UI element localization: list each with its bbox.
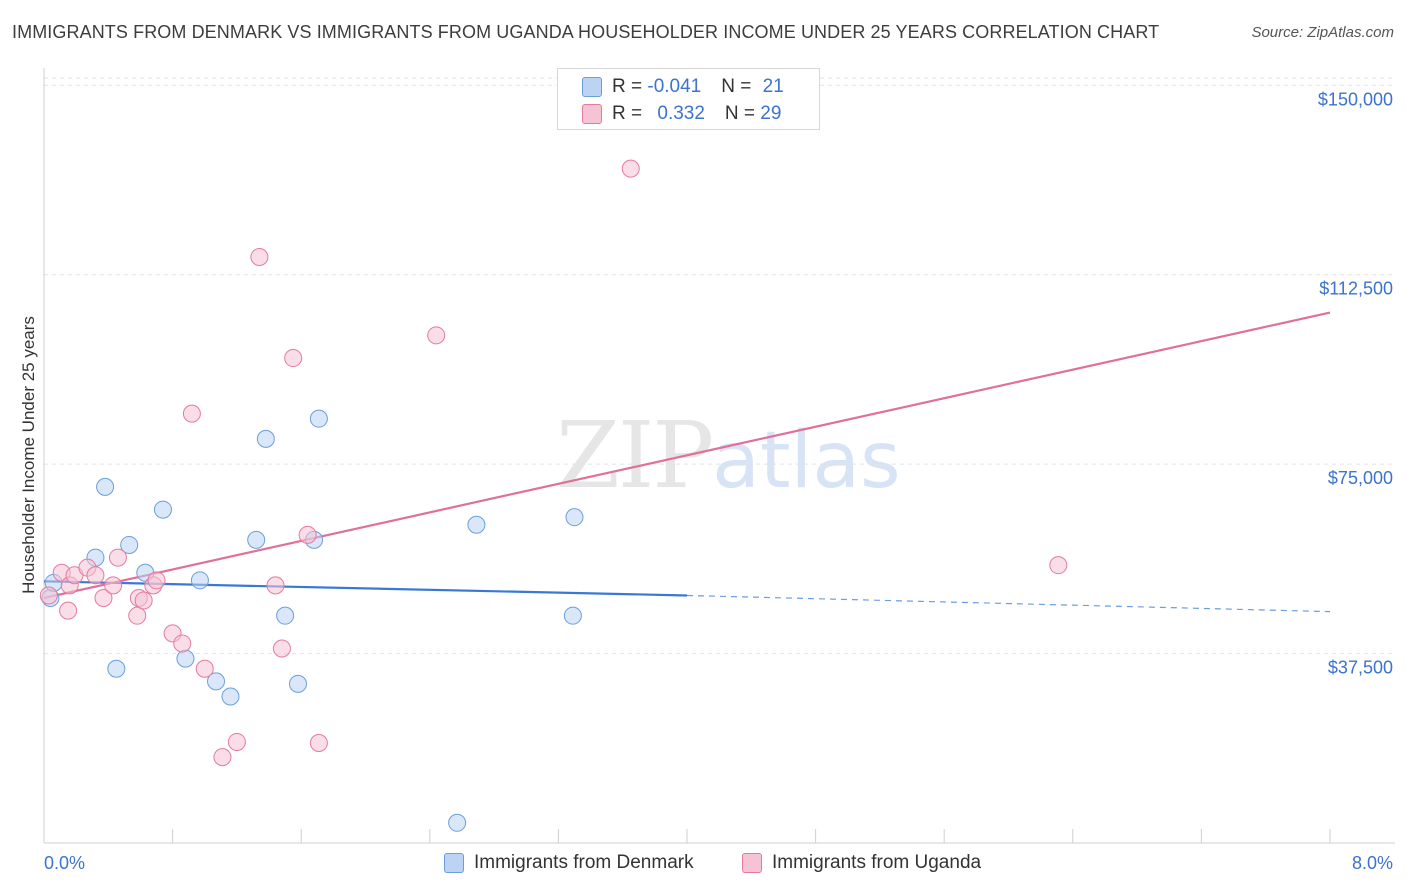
denmark-n-label: N =	[721, 76, 757, 97]
denmark-point	[309, 409, 328, 428]
axes	[43, 68, 1395, 844]
denmark-point	[276, 606, 295, 625]
denmark-point	[153, 500, 172, 519]
y-tick-label: $150,000	[1318, 89, 1393, 109]
chart-title: IMMIGRANTS FROM DENMARK VS IMMIGRANTS FR…	[12, 22, 1160, 42]
bottom-denmark-label: Immigrants from Denmark	[474, 852, 694, 873]
bottom-denmark-swatch	[444, 852, 464, 873]
bottom-legend-denmark: Immigrants from Denmark	[444, 852, 694, 874]
denmark-point	[247, 530, 266, 549]
denmark-point	[107, 659, 126, 678]
uganda-point	[621, 159, 640, 178]
uganda-point	[94, 588, 113, 607]
denmark-point	[176, 649, 195, 668]
uganda-point	[213, 748, 232, 767]
x-tick-label-min: 0.0%	[44, 853, 85, 873]
bottom-uganda-swatch	[742, 852, 762, 873]
uganda-point	[298, 525, 317, 544]
uganda-point	[39, 586, 58, 605]
correlation-legend: R = -0.041 N = 21 R = 0.332 N = 29	[557, 68, 820, 130]
uganda-point	[427, 326, 446, 345]
uganda-point	[173, 634, 192, 653]
bottom-legend-uganda: Immigrants from Uganda	[742, 852, 981, 874]
uganda-swatch	[582, 103, 602, 124]
watermark-atlas: atlas	[712, 416, 901, 506]
uganda-n-value: 29	[760, 103, 782, 124]
grid	[44, 77, 1395, 655]
data-points	[39, 159, 1068, 832]
denmark-swatch	[582, 76, 602, 97]
uganda-point	[1049, 556, 1068, 575]
denmark-n-value: 21	[762, 76, 784, 97]
uganda-point	[195, 659, 214, 678]
uganda-n-label: N =	[724, 103, 761, 124]
denmark-point	[96, 477, 115, 496]
uganda-point	[128, 606, 147, 625]
denmark-point	[288, 674, 307, 693]
uganda-point	[134, 591, 153, 610]
y-tick-label: $75,000	[1328, 468, 1393, 488]
uganda-point	[250, 248, 269, 267]
uganda-trend-line	[43, 311, 1331, 600]
uganda-r-label: R =	[612, 103, 648, 124]
tick-labels: $37,500 $75,000 $112,500 $150,000 0.0% 8.0%	[44, 89, 1393, 873]
denmark-point	[565, 508, 584, 527]
denmark-point	[448, 813, 467, 832]
legend-row-uganda: R = 0.332 N = 29	[582, 103, 781, 127]
uganda-point	[59, 601, 78, 620]
uganda-point	[104, 576, 123, 595]
uganda-point	[266, 576, 285, 595]
denmark-point	[563, 606, 582, 625]
denmark-r-value: -0.041	[647, 76, 702, 97]
denmark-point	[467, 515, 486, 534]
legend-row-denmark: R = -0.041 N = 21	[582, 76, 784, 100]
denmark-point	[221, 687, 240, 706]
uganda-r-value: 0.332	[657, 103, 705, 124]
uganda-point	[86, 566, 105, 585]
trend-lines	[43, 311, 1331, 613]
uganda-point	[108, 548, 127, 567]
x-tick-label-max: 8.0%	[1352, 853, 1393, 873]
denmark-point	[120, 535, 139, 554]
uganda-point	[147, 571, 166, 590]
source-attribution: Source: ZipAtlas.com	[1251, 24, 1394, 41]
denmark-point	[190, 571, 209, 590]
denmark-r-label: R =	[612, 76, 648, 97]
uganda-point	[227, 732, 246, 751]
y-tick-label: $112,500	[1319, 279, 1393, 299]
uganda-point	[284, 349, 303, 368]
y-axis-label: Householder Income Under 25 years	[19, 316, 38, 594]
uganda-point	[309, 733, 328, 752]
bottom-uganda-label: Immigrants from Uganda	[772, 852, 982, 873]
denmark-point	[207, 672, 226, 691]
denmark-point	[256, 429, 275, 448]
watermark: ZIPatlas	[556, 402, 901, 509]
y-tick-label: $37,500	[1328, 658, 1393, 678]
denmark-trend-extension	[686, 594, 1331, 613]
uganda-point	[182, 404, 201, 423]
uganda-point	[272, 639, 291, 658]
